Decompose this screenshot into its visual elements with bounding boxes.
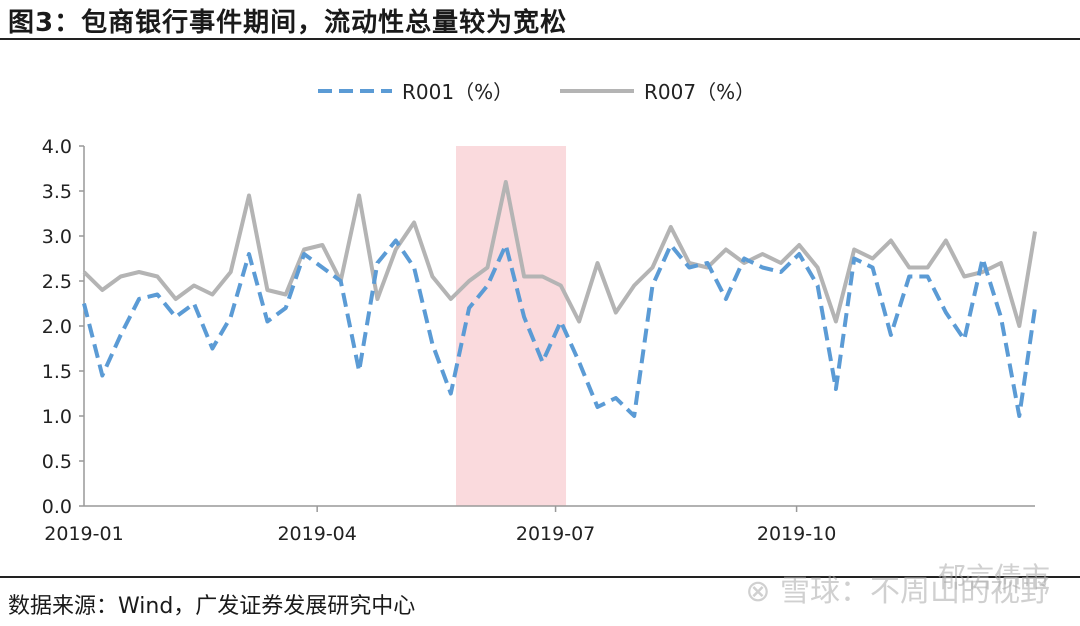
chart-title: 图3：包商银行事件期间，流动性总量较为宽松 xyxy=(8,8,568,38)
y-tick-label: 1.0 xyxy=(42,406,72,428)
x-tick-label: 2019-04 xyxy=(277,523,356,545)
y-tick-label: 2.0 xyxy=(42,316,72,338)
source-note: 数据来源：Wind，广发证券发展研究中心 xyxy=(8,594,416,619)
x-tick-label: 2019-07 xyxy=(516,523,595,545)
series-line-r001 xyxy=(82,238,1037,418)
bottom-rule xyxy=(0,576,1080,578)
watermark-xueqiu: ⊗ 雪球：不周山的视野 xyxy=(745,574,1050,609)
series-line-r007 xyxy=(82,180,1037,328)
y-tick-label: 3.0 xyxy=(42,226,72,248)
y-tick-label: 2.5 xyxy=(42,271,72,293)
y-tick-label: 4.0 xyxy=(42,136,72,158)
legend-label-r001: R001（%） xyxy=(402,80,513,104)
y-tick-label: 3.5 xyxy=(42,181,72,203)
y-tick-label: 0.0 xyxy=(42,496,72,518)
watermark-wechat: 郁言债市 xyxy=(937,561,1050,594)
x-tick-label: 2019-01 xyxy=(44,523,123,545)
top-rule xyxy=(0,38,1080,40)
legend-label-r007: R007（%） xyxy=(644,80,755,104)
line-chart: 0.0 0.5 1.0 1.5 2.0 2.5 3.0 3.5 4.0 2019-01 2019-0… xyxy=(42,80,1037,545)
y-tick-label: 1.5 xyxy=(42,361,72,383)
y-tick-label: 0.5 xyxy=(42,451,72,473)
x-tick-label: 2019-10 xyxy=(757,523,836,545)
